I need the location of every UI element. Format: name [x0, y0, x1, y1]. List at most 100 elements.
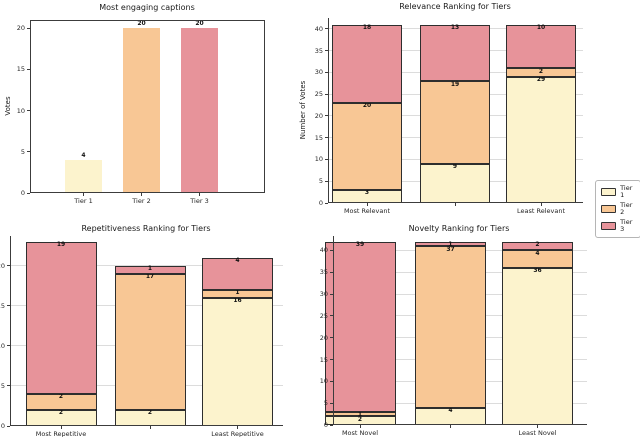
y-tick [27, 68, 30, 70]
y-tick [27, 27, 30, 29]
legend-label-tier1: Tier 1 [620, 184, 633, 199]
bar-segment-tier-2-repetitiveness [25, 393, 97, 410]
y-tick-label: 25 [314, 90, 323, 99]
bar-segment-tier-3-novelty [324, 241, 396, 412]
bar-segment-tier-3-repetitiveness [25, 241, 97, 394]
x-tick [237, 426, 238, 429]
y-tick-label: 30 [314, 68, 323, 77]
bar-segment-tier-2-relevance [420, 81, 490, 164]
y-tick-label: 20 [16, 24, 25, 33]
segment-value-label: 19 [450, 80, 460, 88]
x-tick-label: Least Relevant [516, 207, 566, 215]
segment-value-label: 2 [147, 409, 153, 417]
segment-value-label: 16 [233, 297, 242, 305]
bar-value-label: 20 [195, 20, 204, 28]
y-tick-label: 40 [319, 246, 328, 255]
x-tick-label: Most Novel [341, 429, 379, 437]
segment-value-label: 20 [362, 102, 372, 110]
x-tick-label: Tier 2 [132, 197, 151, 205]
y-tick-label: 10 [314, 155, 323, 164]
x-tick [359, 425, 361, 428]
segment-value-label: 39 [355, 241, 365, 249]
x-tick [366, 203, 368, 206]
y-tick [7, 305, 10, 307]
y-tick [330, 293, 333, 295]
segment-value-label: 4 [535, 249, 540, 257]
bar-segment-tier-3-relevance [506, 24, 576, 69]
segment-value-label: 1 [448, 241, 453, 249]
x-tick-label: Most Repetitive [35, 430, 87, 437]
x-tick-label: Tier 3 [190, 197, 209, 205]
y-tick [325, 28, 328, 30]
y-tick-label: 0 [318, 199, 323, 207]
y-tick [27, 192, 30, 194]
bar-value-label: 20 [137, 20, 146, 28]
bar-segment-tier-3-relevance [332, 24, 402, 103]
bar-tier-2 [123, 28, 160, 193]
legend-entry-tier2: Tier 2 [601, 202, 635, 216]
y-tick-label: 40 [314, 24, 323, 33]
segment-value-label: 13 [450, 24, 460, 32]
segment-value-label: 1 [147, 265, 153, 273]
y-tick [330, 337, 333, 339]
y-tick-label: 20 [0, 261, 5, 270]
bar-tier-1 [65, 160, 102, 193]
bar-segment-tier-2-relevance [506, 68, 576, 77]
y-tick [7, 345, 10, 347]
x-tick [149, 426, 151, 429]
y-tick [325, 180, 328, 182]
bar-segment-tier-3-novelty [502, 241, 573, 251]
bar-value-label: 4 [81, 152, 86, 160]
x-tick [540, 203, 542, 206]
segment-value-label: 4 [235, 257, 240, 265]
x-tick [537, 425, 538, 428]
y-tick [7, 425, 10, 427]
y-tick-label: 10 [16, 106, 25, 115]
segment-value-label: 2 [58, 409, 64, 417]
segment-value-label: 2 [535, 241, 540, 249]
y-tick-label: 0 [0, 422, 5, 430]
y-tick-label: 35 [314, 46, 323, 55]
segment-value-label: 19 [56, 241, 66, 249]
y-tick-label: 10 [319, 377, 328, 386]
bar-segment-tier-3-repetitiveness [114, 265, 186, 274]
y-tick-label: 5 [20, 147, 25, 156]
y-tick [330, 402, 333, 404]
y-tick [7, 265, 10, 267]
bar-segment-tier-2-novelty [502, 250, 573, 268]
legend-label-tier3: Tier 3 [620, 218, 633, 233]
x-tick [199, 193, 200, 196]
bar-segment-tier-2-repetitiveness [114, 273, 186, 410]
x-tick-label: Least Novel [518, 429, 557, 437]
x-tick [141, 193, 142, 196]
segment-value-label: 4 [448, 407, 453, 415]
y-tick [325, 115, 328, 117]
chart-title-relevance: Relevance Ranking for Tiers [399, 2, 511, 11]
legend-entry-tier1: Tier 1 [601, 185, 635, 199]
bar-segment-tier-3-relevance [420, 24, 490, 82]
segment-value-label: 36 [533, 267, 542, 275]
y-tick [325, 93, 328, 95]
segment-value-label: 1 [235, 289, 240, 297]
x-tick-label: Most Relevant [343, 207, 391, 215]
y-tick [330, 271, 333, 273]
y-tick-label: 15 [314, 133, 323, 142]
bar-tier-3 [181, 28, 218, 193]
segment-value-label: 2 [357, 415, 363, 423]
y-tick-label: 0 [323, 421, 328, 429]
segment-value-label: 10 [536, 24, 546, 32]
y-tick-label: 30 [319, 290, 328, 299]
segment-value-label: 17 [145, 273, 155, 281]
segment-value-label: 29 [536, 76, 546, 84]
chart-title-novelty: Novelty Ranking for Tiers [408, 224, 510, 233]
legend-swatch-tier1 [601, 188, 617, 196]
y-tick [27, 151, 30, 153]
segment-value-label: 9 [452, 163, 458, 171]
y-tick-label: 10 [0, 341, 5, 350]
legend: Tier 1 Tier 2 Tier 3 [595, 180, 640, 238]
chart-title-repetitiveness: Repetitiveness Ranking for Tiers [81, 224, 211, 233]
segment-value-label: 2 [538, 67, 544, 75]
legend-entry-tier3: Tier 3 [601, 219, 635, 233]
